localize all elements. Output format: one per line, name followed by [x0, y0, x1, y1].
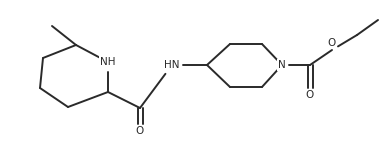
Text: O: O — [306, 90, 314, 100]
Text: HN: HN — [164, 60, 180, 70]
Text: NH: NH — [100, 57, 116, 67]
Text: N: N — [278, 60, 286, 70]
Text: O: O — [136, 126, 144, 136]
Text: O: O — [328, 38, 336, 48]
